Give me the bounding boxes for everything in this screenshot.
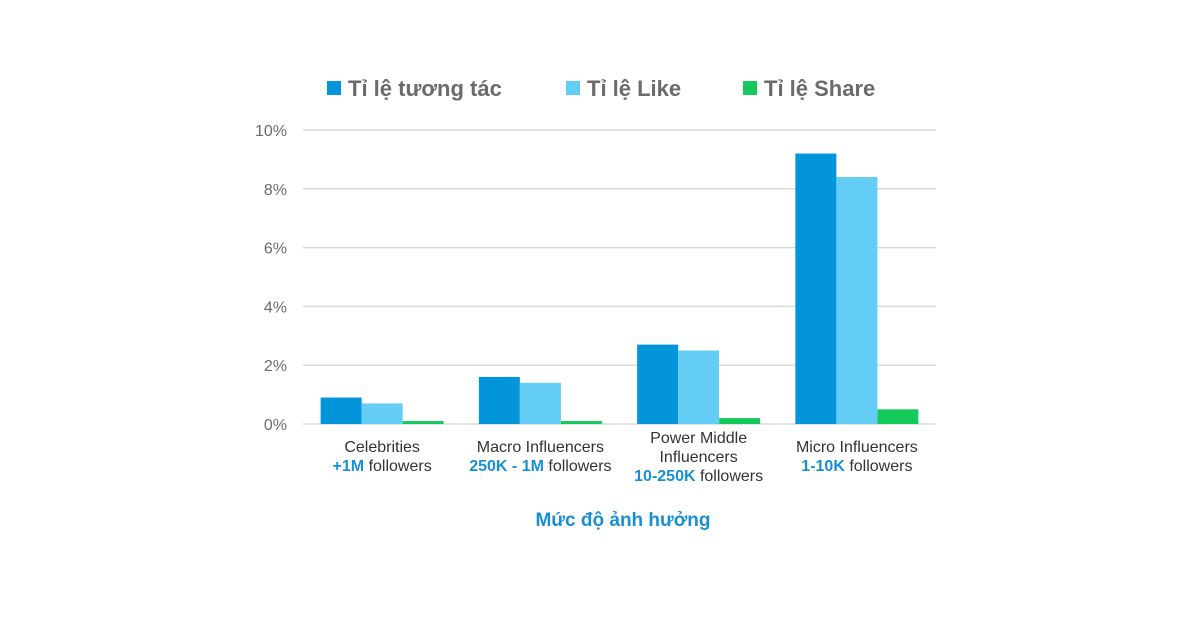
x-category-label: Micro Influencers (796, 439, 918, 456)
category-text: followers (364, 458, 432, 475)
x-category-label: Celebrities (344, 439, 420, 456)
category-text: followers (544, 458, 612, 475)
x-category-label: +1M followers (333, 458, 432, 475)
category-highlight: 250K - 1M (469, 458, 544, 475)
x-category-label: Macro Influencers (477, 439, 604, 456)
y-tick-label: 4% (264, 299, 287, 316)
legend-swatch-3 (743, 81, 757, 95)
legend-label-1: Tỉ lệ tương tác (348, 76, 502, 101)
category-highlight: 10-250K (634, 468, 696, 485)
legend-swatch-1 (327, 81, 341, 95)
bar-1-1 (320, 397, 362, 424)
bar-3-4 (877, 409, 919, 424)
category-text: Macro Influencers (477, 439, 604, 456)
x-category-label: Power Middle (650, 430, 747, 447)
bar-2-2 (519, 382, 561, 424)
y-tick-label: 8% (264, 182, 287, 199)
category-text: followers (696, 468, 764, 485)
y-tick-label: 6% (264, 241, 287, 258)
x-category-label: Influencers (659, 449, 737, 466)
x-category-label: 1-10K followers (801, 458, 912, 475)
bar-3-1 (402, 421, 444, 424)
category-text: Power Middle (650, 430, 747, 447)
x-axis-categories: Celebrities +1M followers Macro Influencer… (333, 430, 918, 485)
legend-label-2: Tỉ lệ Like (587, 76, 681, 101)
bar-1-2 (478, 376, 520, 424)
y-tick-label: 10% (255, 123, 287, 140)
bar-2-1 (361, 403, 403, 424)
y-axis-ticks: 0% 2% 4% 6% 8% 10% (255, 123, 287, 434)
bar-2-3 (678, 350, 720, 424)
bar-1-4 (795, 153, 837, 424)
legend-swatch-2 (566, 81, 580, 95)
x-category-label: 10-250K followers (634, 468, 763, 485)
bars (320, 153, 919, 424)
bar-1-3 (637, 344, 679, 424)
legend-label-3: Tỉ lệ Share (764, 76, 875, 101)
category-text: followers (845, 458, 913, 475)
legend: Tỉ lệ tương tác Tỉ lệ Like Tỉ lệ Share (327, 76, 875, 101)
category-highlight: +1M (333, 458, 365, 475)
category-text: Micro Influencers (796, 439, 918, 456)
bar-3-2 (560, 421, 602, 424)
category-text: Celebrities (344, 439, 420, 456)
y-tick-label: 2% (264, 358, 287, 375)
x-axis-title: Mức độ ảnh hưởng (535, 510, 710, 531)
bar-3-3 (719, 418, 761, 424)
category-highlight: 1-10K (801, 458, 845, 475)
y-tick-label: 0% (264, 417, 287, 434)
bar-2-4 (836, 177, 878, 424)
category-text: Influencers (659, 449, 737, 466)
x-category-label: 250K - 1M followers (469, 458, 611, 475)
